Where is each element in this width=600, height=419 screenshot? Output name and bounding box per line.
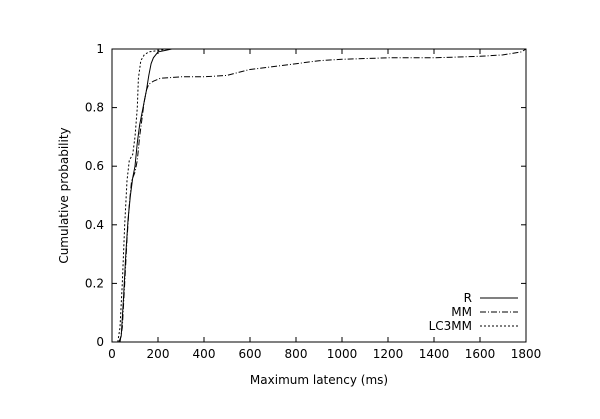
y-tick-label: 0.2 bbox=[85, 276, 104, 290]
x-tick-label: 400 bbox=[193, 347, 216, 361]
x-tick-label: 0 bbox=[108, 347, 116, 361]
x-tick-label: 1200 bbox=[373, 347, 404, 361]
x-tick-label: 200 bbox=[147, 347, 170, 361]
x-tick-label: 1800 bbox=[511, 347, 542, 361]
y-tick-label: 0.6 bbox=[85, 159, 104, 173]
legend-label: R bbox=[464, 291, 472, 305]
legend-label: LC3MM bbox=[429, 319, 472, 333]
y-tick-label: 1 bbox=[96, 42, 104, 56]
x-axis-ticks: 0 200 400 600 800 1000 1200 1400 1600 1800 bbox=[108, 49, 541, 361]
x-tick-label: 600 bbox=[239, 347, 262, 361]
x-tick-label: 1400 bbox=[419, 347, 450, 361]
series-line-r bbox=[118, 48, 526, 343]
series-group bbox=[117, 48, 527, 343]
legend-label: MM bbox=[451, 305, 472, 319]
y-axis-label: Cumulative probability bbox=[57, 127, 71, 263]
y-tick-label: 0 bbox=[96, 335, 104, 349]
y-axis-ticks: 0 0.2 0.4 0.6 0.8 1 bbox=[85, 42, 526, 349]
x-tick-label: 1600 bbox=[465, 347, 496, 361]
y-tick-label: 0.4 bbox=[85, 218, 104, 232]
x-axis-label: Maximum latency (ms) bbox=[250, 373, 388, 387]
x-tick-label: 800 bbox=[285, 347, 308, 361]
y-tick-label: 0.8 bbox=[85, 101, 104, 115]
series-line-lc3mm bbox=[117, 48, 526, 343]
series-line-mm bbox=[119, 48, 527, 343]
x-tick-label: 1000 bbox=[327, 347, 358, 361]
